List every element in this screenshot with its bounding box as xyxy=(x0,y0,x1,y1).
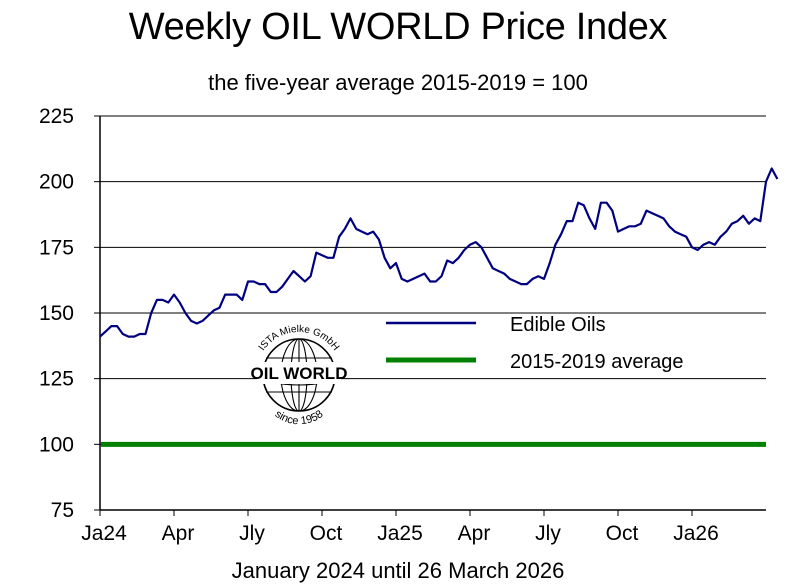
y-tick-label: 175 xyxy=(39,236,74,259)
logo-bottom-text: since 1958 xyxy=(273,408,326,427)
logo-band-text: OIL WORLD xyxy=(251,364,348,383)
y-tick-label: 75 xyxy=(51,499,74,522)
legend: Edible Oils 2015-2019 average xyxy=(386,314,683,373)
series-edible-oils-line xyxy=(99,167,779,338)
x-tick-label: Oct xyxy=(310,522,343,545)
x-tick-label: Jly xyxy=(239,522,265,545)
y-tick-label: 100 xyxy=(39,433,74,456)
y-ticks: 75 100 125 150 175 200 225 xyxy=(39,105,100,522)
y-tick-label: 125 xyxy=(39,368,74,391)
chart-subtitle: the five-year average 2015-2019 = 100 xyxy=(208,70,588,95)
x-tick-label: Jly xyxy=(535,522,561,545)
legend-label: Edible Oils xyxy=(510,314,606,336)
y-tick-label: 200 xyxy=(39,171,74,194)
x-axis-label: January 2024 until 26 March 2026 xyxy=(231,558,565,583)
x-tick-label: Ja24 xyxy=(81,522,127,545)
x-tick-label: Apr xyxy=(162,522,195,545)
gridlines xyxy=(100,115,766,445)
x-tick-label: Ja25 xyxy=(377,522,423,545)
x-tick-label: Ja26 xyxy=(673,522,719,545)
x-ticks: Ja24 Apr Jly Oct Ja25 Apr Jly Oct Ja26 xyxy=(81,510,719,545)
chart-title: Weekly OIL WORLD Price Index xyxy=(128,6,668,48)
y-tick-label: 150 xyxy=(39,302,74,325)
series-lines xyxy=(99,167,779,447)
y-tick-label: 225 xyxy=(39,105,74,128)
x-tick-label: Apr xyxy=(458,522,491,545)
x-tick-label: Oct xyxy=(606,522,639,545)
svg-text:since 1958: since 1958 xyxy=(273,408,326,427)
legend-label: 2015-2019 average xyxy=(510,351,683,373)
oil-world-logo: ISTA Mielke GmbH OIL WORLD since 1958 xyxy=(251,324,348,427)
